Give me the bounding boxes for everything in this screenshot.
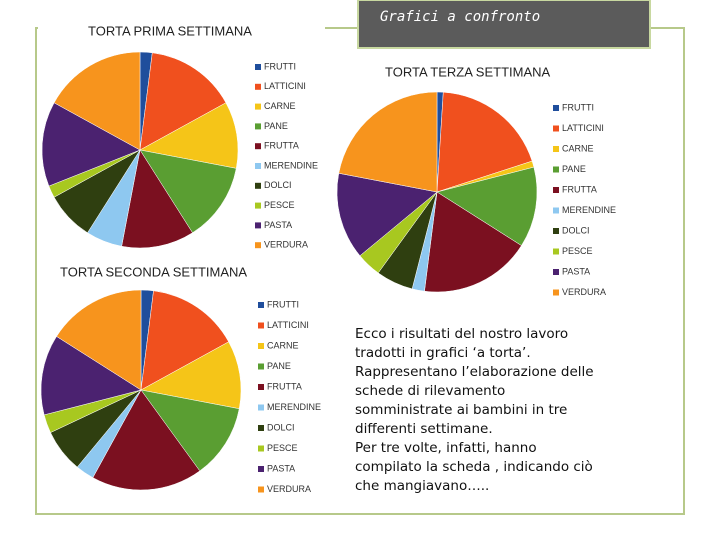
- legend-label: PESCE: [562, 246, 593, 256]
- legend-label: PESCE: [264, 200, 295, 210]
- pie-slice: [139, 149, 237, 234]
- pie-slice: [436, 91, 533, 193]
- pie-slice: [56, 289, 142, 391]
- legend-swatch: [258, 363, 264, 370]
- legend-swatch: [553, 166, 559, 173]
- body-text: somministrate ai bambini in tre: [355, 402, 567, 418]
- legend-label: VERDURA: [562, 287, 606, 297]
- legend-label: PASTA: [267, 463, 295, 473]
- legend-label: CARNE: [562, 143, 594, 153]
- pie-slice: [436, 166, 538, 246]
- legend-label: VERDURA: [264, 240, 308, 250]
- pie-slice: [424, 191, 522, 293]
- legend-label: FRUTTI: [264, 61, 296, 71]
- legend-label: CARNE: [264, 101, 296, 111]
- legend-label: LATTICINI: [264, 81, 306, 91]
- legend-label: PASTA: [562, 266, 590, 276]
- legend-swatch: [255, 123, 261, 130]
- pie-slice: [41, 102, 141, 187]
- legend-label: MERENDINE: [562, 205, 616, 215]
- body-text: Per tre volte, infatti, hanno: [355, 440, 537, 456]
- legend-swatch: [255, 222, 261, 229]
- legend-label: CARNE: [267, 340, 299, 350]
- legend-swatch: [553, 289, 559, 296]
- legend-swatch: [258, 404, 264, 411]
- legend-label: MERENDINE: [264, 160, 318, 170]
- legend-label: DOLCI: [264, 180, 292, 190]
- legend-swatch: [255, 242, 261, 249]
- legend-swatch: [255, 182, 261, 189]
- slide-title: Grafici a confronto: [380, 9, 540, 25]
- pie-slice: [40, 336, 142, 416]
- body-text: tradotti in grafici ‘a torta’.: [355, 345, 531, 361]
- pie-slice: [336, 172, 438, 257]
- legend-swatch: [258, 343, 264, 349]
- legend-swatch: [258, 425, 264, 431]
- body-text: compilato la scheda , indicando ciò: [355, 459, 593, 475]
- legend-swatch: [553, 125, 559, 132]
- legend-swatch: [258, 486, 264, 493]
- legend-swatch: [255, 143, 261, 150]
- legend-swatch: [553, 105, 559, 111]
- legend-swatch: [255, 64, 261, 70]
- pie-slice: [121, 149, 193, 249]
- legend-label: LATTICINI: [562, 123, 604, 133]
- pie-slice: [338, 91, 438, 193]
- legend-swatch: [255, 83, 261, 90]
- legend-swatch: [258, 322, 264, 329]
- legend-swatch: [553, 228, 559, 234]
- pie-slice: [140, 389, 240, 472]
- legend-label: PANE: [562, 164, 586, 174]
- legend-swatch: [258, 384, 264, 390]
- legend-swatch: [255, 202, 261, 209]
- legend-swatch: [553, 146, 559, 152]
- legend-label: FRUTTI: [267, 299, 299, 309]
- chart-title: TORTA TERZA SETTIMANA: [385, 64, 551, 79]
- pie-slice: [92, 389, 201, 491]
- title-box: [357, 0, 651, 49]
- pie-slice: [139, 52, 227, 151]
- body-text: Ecco i risultati del nostro lavoro: [355, 326, 568, 342]
- pie-slice: [139, 102, 239, 169]
- legend-swatch: [553, 269, 559, 275]
- pie-slice: [53, 51, 141, 151]
- legend-label: FRUTTA: [267, 381, 302, 391]
- pie-slice: [140, 290, 229, 391]
- legend-label: VERDURA: [267, 484, 311, 494]
- legend-label: PASTA: [264, 220, 292, 230]
- body-text: che mangiavano…..: [355, 478, 489, 494]
- legend-label: PESCE: [267, 443, 298, 453]
- body-text: Rappresentano l’elaborazione delle: [355, 364, 594, 380]
- chart-title: TORTA SECONDA SETTIMANA: [60, 264, 247, 279]
- legend-label: DOLCI: [562, 225, 590, 235]
- legend-label: DOLCI: [267, 422, 295, 432]
- legend-swatch: [258, 445, 264, 452]
- legend-swatch: [553, 187, 559, 193]
- legend-label: FRUTTA: [264, 141, 299, 151]
- legend-swatch: [553, 248, 559, 255]
- legend-swatch: [258, 302, 264, 308]
- legend-swatch: [258, 466, 264, 472]
- legend-label: PANE: [264, 121, 288, 131]
- legend-label: MERENDINE: [267, 402, 321, 412]
- legend-label: PANE: [267, 361, 291, 371]
- legend-label: FRUTTA: [562, 184, 597, 194]
- legend-label: LATTICINI: [267, 320, 309, 330]
- chart-title: TORTA PRIMA SETTIMANA: [88, 23, 252, 38]
- body-text: differenti settimane.: [355, 421, 493, 437]
- legend-label: FRUTTI: [562, 102, 594, 112]
- legend-swatch: [553, 207, 559, 214]
- legend-swatch: [255, 103, 261, 110]
- pie-slice: [140, 341, 242, 410]
- body-text: schede di rilevamento: [355, 383, 505, 399]
- legend-swatch: [255, 163, 261, 169]
